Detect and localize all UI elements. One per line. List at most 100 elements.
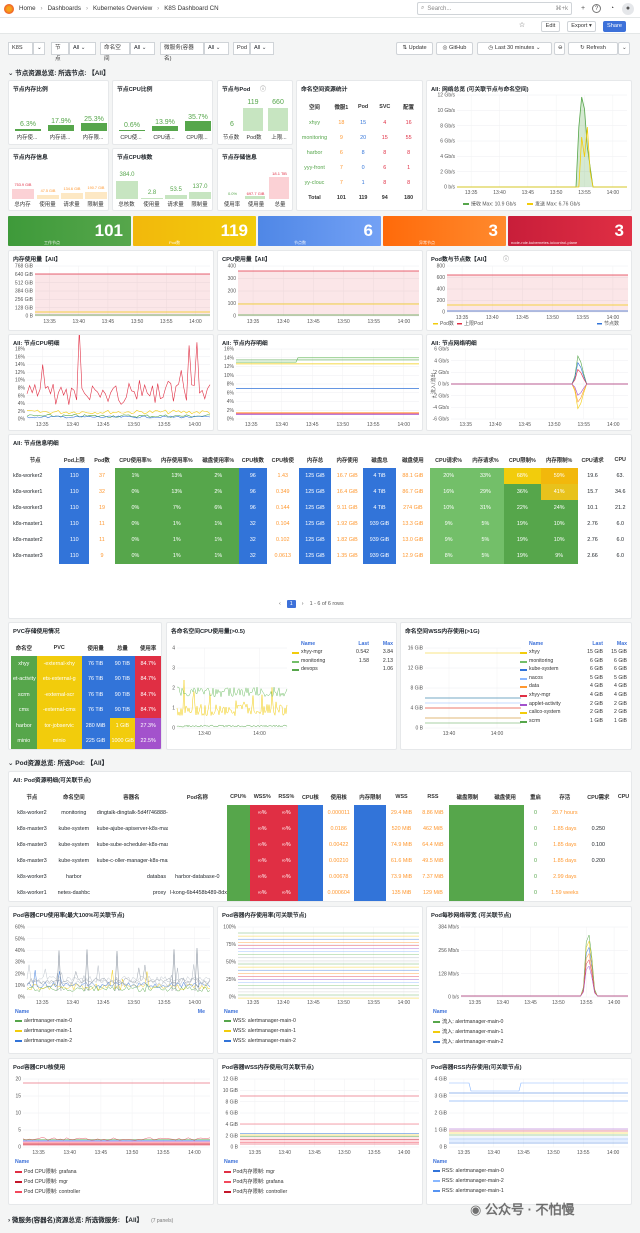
var-k8s-select[interactable]: ⌄ <box>33 42 45 55</box>
legend-label[interactable]: 发送 Max: 6.76 Gb/s <box>535 201 581 208</box>
panel-node-mem-info[interactable]: 节点内存信息 753.9 GiB 47.5 GiB 134.6 GiB 190.… <box>8 148 109 211</box>
column-header[interactable]: Pod数 <box>89 452 115 468</box>
legend-label[interactable]: 节点数 <box>604 320 619 327</box>
column-header[interactable]: 总量 <box>109 640 136 656</box>
panel-node-table[interactable]: All: 节点信息明细 节点 Pod上限 Pod数 CPU使用率% 内存使用率% 磁盘使用… <box>8 434 632 619</box>
table-row[interactable]: k8s-worker2 110 37 1% 13% 2% 96 1.43 125 GiB 16.7… <box>11 468 631 484</box>
column-header[interactable]: 磁盘总 <box>363 452 396 468</box>
legend-row[interactable]: RSS: alertmanager-main-0 <box>433 1168 504 1174</box>
legend-row[interactable]: alertmanager-main-0 <box>15 1018 72 1024</box>
var-namespace-select[interactable]: All ⌄ <box>130 42 155 55</box>
info-icon[interactable]: ⓘ <box>503 257 510 263</box>
table-row[interactable]: k8s-master3 110 9 0% 1% 1% 32 0.0613 125 GiB 1.35… <box>11 548 631 564</box>
table-row[interactable]: k8s-worker1 110 32 0% 13% 2% 96 0.349 125 GiB 16.… <box>11 484 631 500</box>
column-header[interactable]: CPU限制% <box>503 452 541 468</box>
legend-row[interactable]: WSS: alertmanager-main-0 <box>224 1018 296 1024</box>
table-row[interactable]: k8s-master3 kube-system kube-ajube-apiserv… <box>11 821 631 837</box>
stat-tile[interactable]: 节点数 6 <box>258 216 381 246</box>
panel-pod-mem[interactable]: Pod容器内存使用率(可关联节点) 100% 75% 50% 25% 0% 13:35 13… <box>217 906 423 1054</box>
legend-label[interactable]: Pod数 <box>440 320 454 327</box>
table-row[interactable]: scrm -external-scr 76 TiB 90 TiB 84.7% <box>11 687 161 703</box>
column-header[interactable]: 内存请求% <box>467 452 504 468</box>
column-header[interactable]: 微服1 <box>330 99 353 115</box>
panel-ns-wss[interactable]: 命名空间WSS内存使用(>1G) 16 GiB 12 GiB 8 GiB 4 GiB 0… <box>400 622 632 750</box>
legend-row[interactable]: xhyy-mgr 0.542 3.84 <box>301 649 393 655</box>
legend-row[interactable]: xhyy-mgr 4 GiB 4 GiB <box>529 692 627 698</box>
column-header[interactable]: Pod <box>352 99 374 115</box>
panel-pod-cpu[interactable]: Pod容器CPU使用率(最大100%可关联节点) 60% 50% 40% 30% 20%… <box>8 906 214 1054</box>
share-button[interactable]: Share <box>603 21 626 32</box>
legend-row[interactable]: alertmanager-main-2 <box>15 1038 72 1044</box>
column-header[interactable]: CPU请求 <box>577 452 608 468</box>
legend-row[interactable]: devops 1.06 <box>301 666 393 672</box>
column-header[interactable]: 内存总 <box>298 452 332 468</box>
legend-column-header[interactable]: Name <box>15 1009 30 1015</box>
column-header[interactable]: 使用量 <box>81 640 110 656</box>
stat-tile[interactable]: 工作节点 101 <box>8 216 131 246</box>
column-header[interactable]: WSS% <box>249 789 275 805</box>
legend-row[interactable]: Pod内存限制: controller <box>224 1188 287 1195</box>
panel-pod-table[interactable]: All: Pod资源明细(可关联节点) 节点 命名空间 容器名 Pod名称 CPU% WS… <box>8 771 632 902</box>
column-header[interactable]: CPU请求% <box>430 452 468 468</box>
column-header[interactable]: 内存限制% <box>540 452 578 468</box>
column-header[interactable]: 磁盘使用率% <box>197 452 239 468</box>
table-row[interactable]: k8s-worker1 netes-dashbc proxy l-kong-6b445… <box>11 885 631 901</box>
column-header[interactable]: CPU <box>607 452 631 468</box>
legend-row[interactable]: Pod CPU限制: mgr <box>15 1178 68 1185</box>
column-header[interactable]: CPU使用率% <box>114 452 157 468</box>
refresh-interval-select[interactable]: ⌄ <box>618 42 630 55</box>
column-header[interactable]: 命名空 <box>11 640 37 656</box>
column-header[interactable]: 空间 <box>299 99 331 115</box>
table-row[interactable]: k8s-worker2 monitoring dingtalk-dingtalk-5… <box>11 805 631 821</box>
breadcrumb-home[interactable]: Home <box>19 5 36 12</box>
table-row[interactable]: k8s-worker3 harbor databas harbor-database-… <box>11 869 631 885</box>
legend-column-header[interactable]: Name <box>15 1159 30 1165</box>
breadcrumb-folder[interactable]: Kubernetes Overview <box>93 5 153 12</box>
table-row[interactable]: xhyy 18 15 4 16 <box>299 115 421 130</box>
panel-pod-wss[interactable]: Pod容器WSS内存使用(可关联节点) 12 GiB 10 GiB 8 GiB 6 G… <box>217 1058 423 1205</box>
refresh-button[interactable]: ↻ Refresh <box>568 42 618 55</box>
column-header[interactable]: RSS% <box>274 789 298 805</box>
legend-column-header[interactable]: Name <box>224 1159 239 1165</box>
column-header[interactable]: 节点 <box>11 452 60 468</box>
legend-row[interactable]: kube-system 6 GiB 6 GiB <box>529 666 627 672</box>
legend-column-header[interactable]: Last <box>358 641 369 647</box>
legend-label[interactable]: 上限Pod <box>464 320 483 327</box>
panel-network-overview[interactable]: All: 网络总览 (可关联节点与命名空间) 12 Gb/s 10 Gb/s 8 G… <box>426 80 632 211</box>
column-header[interactable]: 磁盘使用 <box>486 789 524 805</box>
column-header[interactable]: CPU <box>614 789 631 805</box>
column-header[interactable]: 存活 <box>547 789 583 805</box>
zoom-out-button[interactable]: ⊖ <box>554 42 565 55</box>
legend-row[interactable]: Pod内存限制: mgr <box>224 1168 275 1175</box>
pager-next-icon[interactable]: › <box>301 601 304 607</box>
table-row[interactable]: cms -external-cms 76 TiB 90 TiB 84.7% <box>11 702 161 718</box>
row-header-node[interactable]: ⌄ 节点资源总览: 所选节点: 【All】 <box>8 67 110 77</box>
table-row[interactable]: monitoring 9 20 15 55 <box>299 130 421 145</box>
legend-row[interactable]: monitoring 1.58 2.13 <box>301 658 393 664</box>
panel-mem-usage[interactable]: 内存使用量【All】 768 GiB 640 GiB 512 GiB 384 GiB 2… <box>8 250 214 331</box>
table-row[interactable]: et-activity ets-external-g 76 TiB 90 TiB 84.… <box>11 671 161 687</box>
panel-node-cpu-ratio[interactable]: 节点CPU比例 0.6% 13.9% 35.7% CPU使... CPU请...… <box>112 80 213 145</box>
legend-column-header[interactable]: Name <box>301 641 316 647</box>
legend-row[interactable]: Pod CPU限制: grafana <box>15 1168 76 1175</box>
table-row[interactable]: k8s-master3 kube-system kube-sube-schedule… <box>11 837 631 853</box>
column-header[interactable]: CPU核数 <box>239 452 267 468</box>
column-header[interactable]: 使用核 <box>322 789 355 805</box>
row-header-pod[interactable]: ⌄ Pod资源总览: 所选Pod: 【All】 <box>8 757 108 767</box>
legend-label[interactable]: 接收 Max: 10.9 Gb/s <box>471 201 517 208</box>
column-header[interactable]: CPU% <box>226 789 250 805</box>
table-row[interactable]: yyy-front 7 0 6 1 <box>299 160 421 175</box>
pager-page-button[interactable]: 1 <box>286 600 296 608</box>
table-row[interactable]: yy-clouc 7 1 8 8 <box>299 175 421 190</box>
avatar[interactable]: ● <box>622 3 634 15</box>
table-row[interactable]: k8s-master3 kube-system kube-c-oller-manag… <box>11 853 631 869</box>
panel-node-net-detail[interactable]: All: 节点网络明细 6 Gb/s 4 Gb/s 2 Gb/s 0 b/s -2 Gb… <box>426 334 632 431</box>
breadcrumb-dashboards[interactable]: Dashboards <box>47 5 81 12</box>
panel-node-pod[interactable]: 节点与Pod ⓘ 6 119 660 节点数 Pod数 上限... <box>217 80 293 145</box>
legend-row[interactable]: RSS: alertmanager-main-2 <box>433 1178 504 1184</box>
legend-row[interactable]: 流入: alertmanager-main-0 <box>433 1018 503 1025</box>
column-header[interactable]: RSS <box>417 789 449 805</box>
add-icon[interactable]: + <box>580 5 586 12</box>
column-header[interactable]: CPU核 <box>297 789 323 805</box>
column-header[interactable]: CPU需求 <box>582 789 615 805</box>
